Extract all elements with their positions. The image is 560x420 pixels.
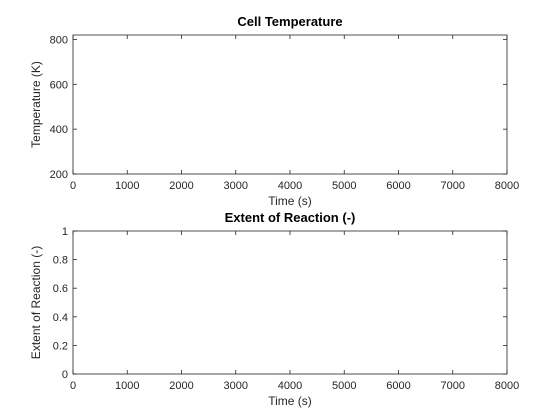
x-tick-label: 3000 (224, 380, 248, 392)
y-axis-label: Temperature (K) (29, 61, 43, 148)
chart-title: Cell Temperature (237, 14, 342, 29)
chart-title: Extent of Reaction (-) (225, 210, 356, 225)
y-tick-label: 0.8 (53, 255, 68, 267)
x-tick-label: 1000 (115, 380, 139, 392)
x-tick-label: 7000 (441, 180, 465, 192)
x-axis-label: Time (s) (268, 194, 312, 208)
x-tick-label: 0 (70, 180, 76, 192)
chart-panel-1: 0 1000 2000 3000 4000 5000 6000 7000 8000 200 400 6… (29, 14, 519, 208)
x-tick-label: 2000 (169, 180, 193, 192)
y-tick-label: 200 (50, 169, 68, 181)
y-tick-label: 0.4 (53, 312, 68, 324)
y-tick-label: 1 (62, 226, 68, 238)
x-tick-label: 1000 (115, 180, 139, 192)
x-tick-label: 0 (70, 380, 76, 392)
x-tick-label: 3000 (224, 180, 248, 192)
axes-frame (72, 230, 508, 375)
x-tick-label: 6000 (386, 180, 410, 192)
axes-frame (72, 34, 508, 175)
x-tick-label: 4000 (278, 380, 302, 392)
y-tick-label: 800 (50, 34, 68, 46)
x-axis-label: Time (s) (268, 394, 312, 408)
y-tick-label: 0.2 (53, 340, 68, 352)
x-tick-label: 4000 (278, 180, 302, 192)
y-axis-label: Extent of Reaction (-) (29, 246, 43, 359)
y-tick-label: 0 (62, 369, 68, 381)
x-tick-label: 7000 (441, 380, 465, 392)
y-tick-label: 600 (50, 79, 68, 91)
x-tick-label: 6000 (386, 380, 410, 392)
x-tick-label: 8000 (495, 380, 519, 392)
y-tick-label: 0.6 (53, 283, 68, 295)
x-tick-label: 8000 (495, 180, 519, 192)
y-tick-label: 400 (50, 124, 68, 136)
x-tick-label: 5000 (332, 380, 356, 392)
x-tick-label: 5000 (332, 180, 356, 192)
chart-panel-2: 0 1000 2000 3000 4000 5000 6000 7000 8000 0 0.2 0.4… (29, 210, 519, 408)
x-tick-label: 2000 (169, 380, 193, 392)
